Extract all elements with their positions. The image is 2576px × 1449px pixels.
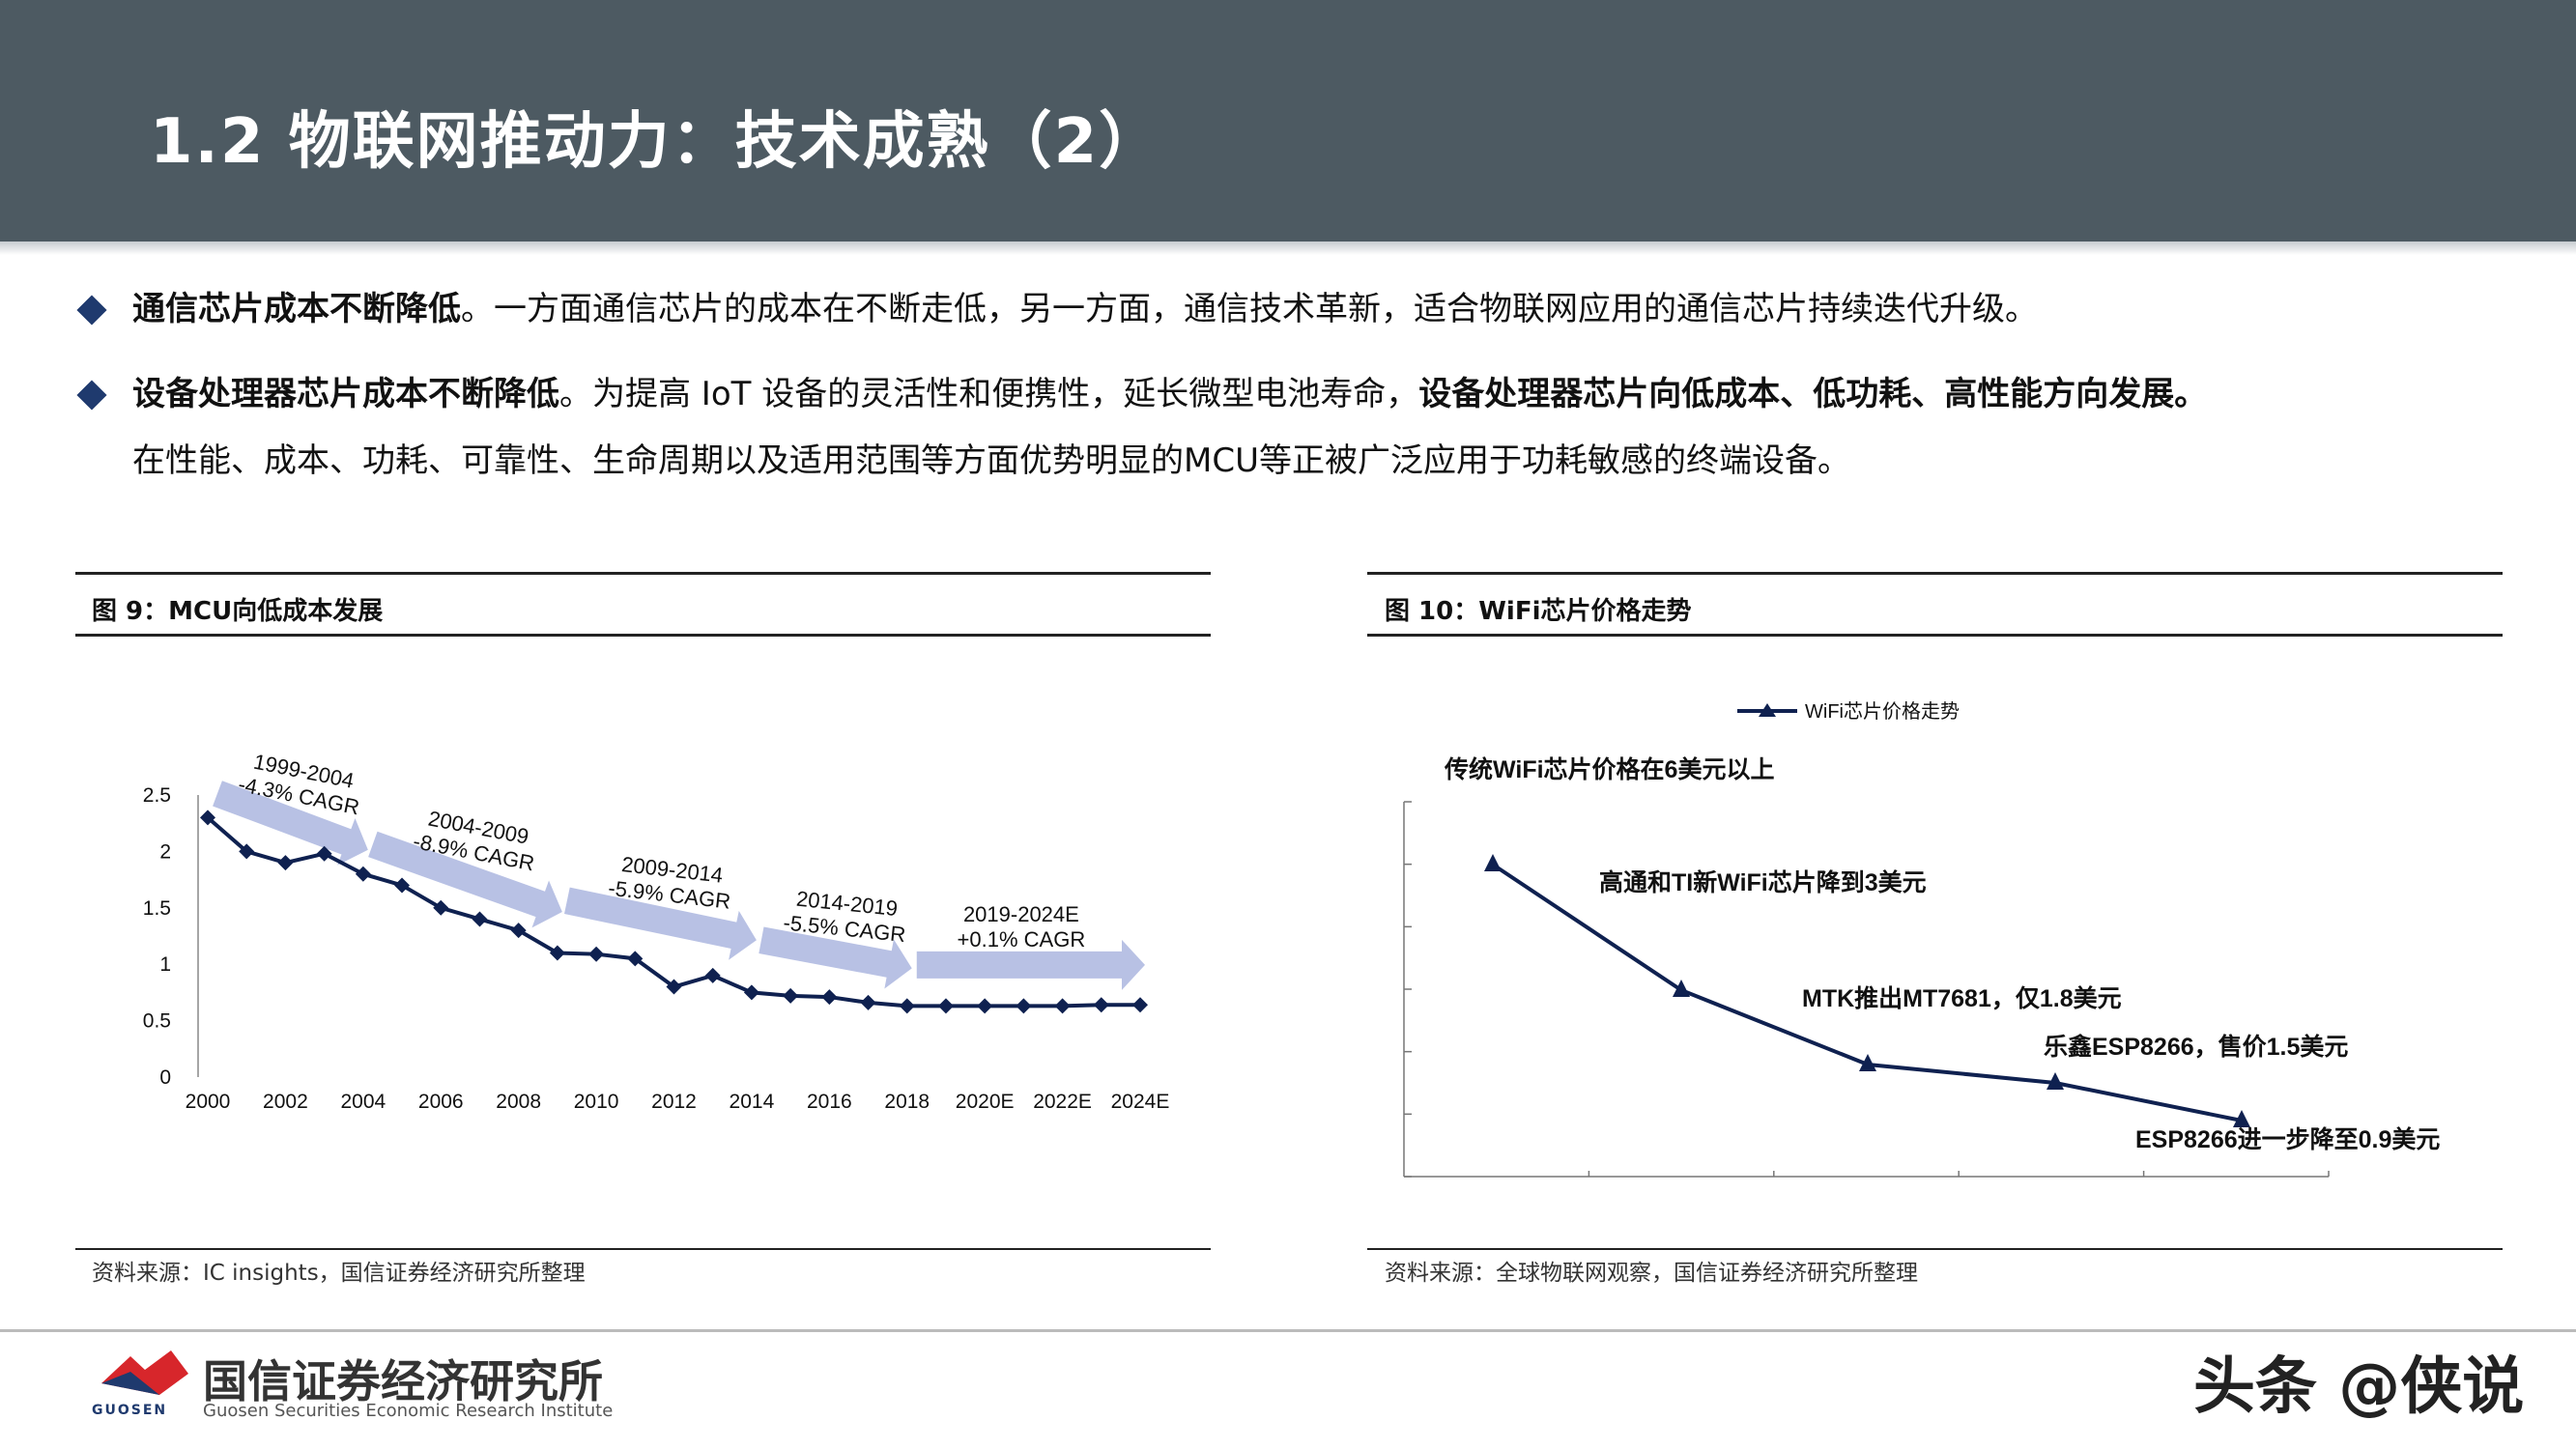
- y-tick-label: 1.5: [143, 897, 171, 920]
- price-annotation: 高通和TI新WiFi芯片降到3美元: [1599, 868, 1927, 896]
- data-point: [1054, 998, 1071, 1014]
- fig10-bottom-rule: [1367, 634, 2503, 637]
- cagr-arrow: [564, 887, 757, 960]
- guosen-logo-icon: [101, 1350, 188, 1395]
- header-shadow: [0, 242, 2576, 255]
- page-title: 1.2 物联网推动力：技术成熟（2）: [150, 106, 1163, 178]
- data-point: [1016, 998, 1032, 1014]
- cagr-arrow: [368, 831, 562, 928]
- x-tick-label: 2020E: [956, 1091, 1015, 1113]
- data-point: [316, 845, 332, 862]
- y-tick-label: 0: [159, 1066, 171, 1089]
- bullet-communication-chip: 通信芯片成本不断降低。一方面通信芯片的成本在不断走低，另一方面，通信技术革新，适…: [132, 290, 2576, 328]
- data-point: [1859, 1054, 1876, 1071]
- data-point: [355, 866, 371, 882]
- data-point: [821, 989, 838, 1006]
- x-tick-label: 2018: [884, 1091, 930, 1113]
- legend-marker: [1759, 703, 1776, 717]
- data-point: [588, 946, 605, 962]
- y-tick-label: 2: [159, 840, 171, 863]
- cagr-label-period: 2019-2024E: [963, 902, 1079, 926]
- logo-en-text: Guosen Securities Economic Research Inst…: [203, 1401, 614, 1421]
- fig9-bottom-rule: [75, 634, 1211, 637]
- x-tick-label: 2008: [496, 1091, 541, 1113]
- data-point: [277, 855, 294, 871]
- bullet-bold-2: 设备处理器芯片向低成本、低功耗、高性能方向发展。: [1418, 375, 2208, 413]
- data-point: [2046, 1072, 2064, 1090]
- logo-cn-text: 国信证券经济研究所: [203, 1355, 603, 1407]
- data-point: [200, 810, 215, 826]
- cagr-arrow: [758, 926, 912, 989]
- data-point: [899, 998, 915, 1014]
- guosen-logo: GUOSEN 国信证券经济研究所 Guosen Securities Econo…: [92, 1341, 633, 1428]
- data-point: [627, 951, 644, 967]
- mcu-price-chart: 0 0.5 1 1.5 2 2.5 2000 2002 2004 2006 2008 2010 2012…: [143, 750, 1170, 1113]
- watermark-text: 头条 @侠说: [2193, 1351, 2525, 1423]
- data-point: [472, 911, 488, 927]
- fig9-title: 图 9：MCU向低成本发展: [92, 597, 384, 626]
- x-tick-label: 2016: [807, 1091, 852, 1113]
- x-tick-label: 2014: [730, 1091, 775, 1113]
- header-bar: 1.2 物联网推动力：技术成熟（2）: [0, 0, 2576, 242]
- cagr-label-rate: +0.1% CAGR: [958, 927, 1086, 952]
- data-point: [2233, 1110, 2250, 1127]
- fig10-top-rule: [1367, 572, 2503, 575]
- x-tick-label: 2024E: [1111, 1091, 1170, 1113]
- price-annotation: MTK推出MT7681，仅1.8美元: [1802, 984, 2122, 1012]
- fig9-source: 资料来源：IC insights，国信证券经济研究所整理: [92, 1261, 586, 1286]
- x-tick-label: 2022E: [1033, 1091, 1092, 1113]
- fig10-title: 图 10：WiFi芯片价格走势: [1385, 597, 1692, 626]
- data-point: [977, 998, 993, 1014]
- bullet-diamond-icon: [76, 380, 107, 411]
- cagr-arrow: [213, 781, 368, 866]
- data-point: [860, 994, 876, 1010]
- data-point: [433, 899, 449, 916]
- data-point: [394, 877, 411, 894]
- bullet-bold: 通信芯片成本不断降低: [132, 290, 461, 328]
- footer-rule: [0, 1329, 2576, 1332]
- bullet-diamond-icon: [76, 295, 107, 326]
- legend-label: WiFi芯片价格走势: [1805, 700, 1960, 723]
- price-annotation: 传统WiFi芯片价格在6美元以上: [1444, 755, 1774, 783]
- data-point: [510, 923, 527, 939]
- fig9-top-rule: [75, 572, 1211, 575]
- data-point: [239, 843, 255, 860]
- bullet-processor-chip-line2: 在性能、成本、功耗、可靠性、生命周期以及适用范围等方面优势明显的MCU等正被广泛…: [132, 441, 1850, 480]
- wifi-price-chart: WiFi芯片价格走势 传统WiFi芯片价格在6美元以上高通和TI新WiFi芯片降…: [1403, 700, 2440, 1178]
- bullet-text: 。为提高 IoT 设备的灵活性和便携性，延长微型电池寿命，: [559, 375, 1419, 413]
- fig10-source: 资料来源：全球物联网观察，国信证券经济研究所整理: [1385, 1261, 1918, 1286]
- data-point: [743, 984, 759, 1001]
- fig9-source-rule: [75, 1248, 1211, 1250]
- data-point: [704, 967, 721, 983]
- logo-sub-text: GUOSEN: [92, 1403, 168, 1418]
- x-tick-label: 2012: [651, 1091, 697, 1113]
- data-point: [783, 987, 799, 1004]
- bullet-text: 。一方面通信芯片的成本在不断走低，另一方面，通信技术革新，适合物联网应用的通信芯…: [461, 290, 2038, 328]
- data-point: [1673, 980, 1690, 997]
- y-tick-label: 1: [159, 953, 171, 976]
- data-point: [549, 945, 565, 961]
- y-tick-label: 2.5: [143, 784, 171, 807]
- price-annotation: ESP8266进一步降至0.9美元: [2135, 1125, 2440, 1153]
- cagr-label: 2019-2024E+0.1% CAGR: [958, 902, 1086, 952]
- data-point: [1484, 854, 1502, 871]
- data-point: [1093, 997, 1109, 1013]
- data-point: [1132, 997, 1148, 1013]
- data-point: [666, 979, 682, 995]
- data-point: [937, 998, 954, 1014]
- x-tick-label: 2004: [340, 1091, 386, 1113]
- cagr-arrow: [916, 939, 1145, 990]
- y-tick-label: 0.5: [143, 1010, 171, 1033]
- bullet-bold: 设备处理器芯片成本不断降低: [132, 375, 559, 413]
- x-tick-label: 2000: [186, 1091, 231, 1113]
- x-tick-label: 2010: [574, 1091, 619, 1113]
- x-tick-label: 2006: [418, 1091, 464, 1113]
- price-annotation: 乐鑫ESP8266，售价1.5美元: [2044, 1033, 2348, 1061]
- fig10-source-rule: [1367, 1248, 2503, 1250]
- bullet-processor-chip: 设备处理器芯片成本不断降低。为提高 IoT 设备的灵活性和便携性，延长微型电池寿…: [132, 375, 2576, 413]
- x-tick-label: 2002: [263, 1091, 308, 1113]
